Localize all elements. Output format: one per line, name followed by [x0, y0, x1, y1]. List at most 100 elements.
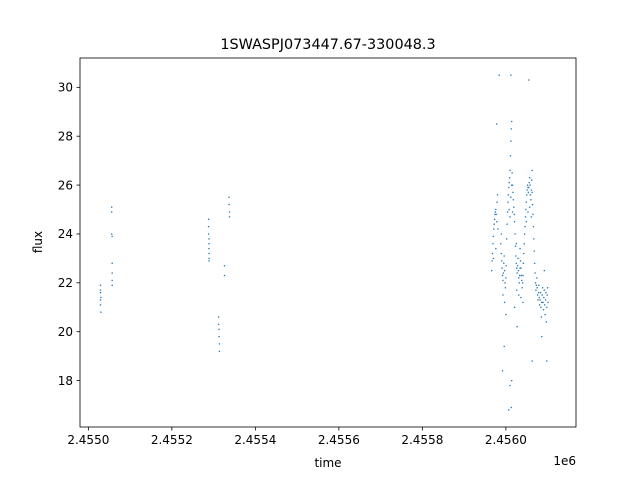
data-point	[539, 291, 542, 294]
data-point	[495, 123, 498, 125]
data-point	[526, 184, 529, 186]
data-point	[531, 191, 533, 194]
data-point	[523, 252, 525, 255]
data-point	[100, 296, 102, 299]
data-point	[526, 189, 528, 191]
data-point	[529, 184, 531, 186]
data-point	[530, 198, 532, 201]
data-point	[508, 208, 510, 211]
data-point	[207, 218, 210, 221]
data-point	[525, 201, 528, 203]
data-point	[493, 218, 496, 221]
data-point	[513, 206, 515, 208]
data-point	[504, 286, 507, 289]
data-point	[511, 172, 513, 174]
data-point	[512, 198, 515, 201]
data-point	[494, 211, 497, 213]
data-point	[516, 272, 518, 274]
data-point	[111, 279, 113, 282]
data-point	[528, 186, 530, 189]
data-point	[502, 272, 505, 274]
data-point	[510, 406, 513, 409]
data-point	[218, 350, 221, 352]
data-point	[543, 304, 546, 306]
data-point	[523, 233, 526, 235]
data-point	[517, 257, 519, 260]
data-point	[207, 225, 210, 228]
data-point	[510, 120, 513, 123]
data-point	[497, 228, 499, 230]
data-point	[509, 154, 512, 157]
x-axis-offset-label: 1e6	[553, 454, 576, 468]
data-point	[494, 213, 496, 216]
x-axis-title: time	[314, 456, 341, 470]
y-axis-ticks: 18 20 22 24 26 28 30	[58, 81, 80, 388]
data-point	[547, 301, 549, 304]
data-point	[505, 238, 508, 240]
data-point	[534, 272, 536, 274]
data-point	[228, 203, 230, 206]
data-point	[510, 140, 512, 142]
data-point	[530, 189, 533, 191]
data-point	[495, 220, 498, 223]
data-point	[515, 267, 518, 269]
data-point	[520, 279, 523, 282]
data-point	[531, 203, 534, 206]
data-point	[492, 242, 494, 245]
data-point	[522, 274, 524, 277]
data-point	[223, 274, 226, 277]
data-point	[542, 301, 544, 304]
data-point	[528, 181, 530, 184]
data-point	[518, 277, 520, 279]
data-point	[543, 269, 546, 272]
data-point	[110, 233, 113, 235]
data-point	[495, 208, 497, 211]
data-point	[544, 313, 546, 316]
data-point	[508, 176, 511, 179]
data-point	[503, 269, 506, 272]
data-point	[99, 304, 102, 306]
data-point	[525, 220, 528, 223]
data-point	[500, 252, 503, 255]
data-point	[523, 242, 525, 245]
data-point	[513, 306, 516, 309]
data-point	[524, 225, 526, 228]
data-point	[517, 269, 520, 272]
data-point	[519, 260, 522, 262]
data-point	[534, 282, 537, 284]
data-point	[500, 260, 503, 262]
data-point	[545, 321, 548, 323]
data-point	[528, 176, 531, 179]
data-point	[521, 286, 523, 289]
data-point	[503, 262, 505, 265]
data-point	[533, 238, 535, 240]
data-point	[518, 282, 520, 284]
data-point	[546, 360, 548, 362]
data-point	[514, 245, 517, 247]
data-point	[228, 216, 231, 218]
data-point	[532, 213, 534, 216]
data-point	[510, 128, 513, 130]
data-point	[493, 223, 495, 225]
data-point	[538, 284, 540, 287]
data-point	[543, 296, 545, 299]
x-tick-label: 2.4556	[318, 433, 360, 447]
data-point	[536, 286, 538, 289]
data-point	[532, 225, 535, 228]
data-point	[491, 260, 493, 262]
data-point	[516, 326, 518, 328]
data-point	[509, 384, 511, 387]
data-point	[500, 242, 502, 245]
data-point	[525, 208, 527, 211]
data-point	[503, 301, 506, 304]
data-point	[506, 211, 509, 213]
data-point	[501, 267, 503, 269]
data-points	[99, 74, 549, 411]
data-point	[110, 206, 113, 208]
data-point	[505, 264, 508, 267]
data-point	[223, 264, 226, 267]
data-point	[498, 74, 500, 76]
data-point	[208, 252, 210, 255]
y-tick-label: 26	[58, 178, 73, 192]
